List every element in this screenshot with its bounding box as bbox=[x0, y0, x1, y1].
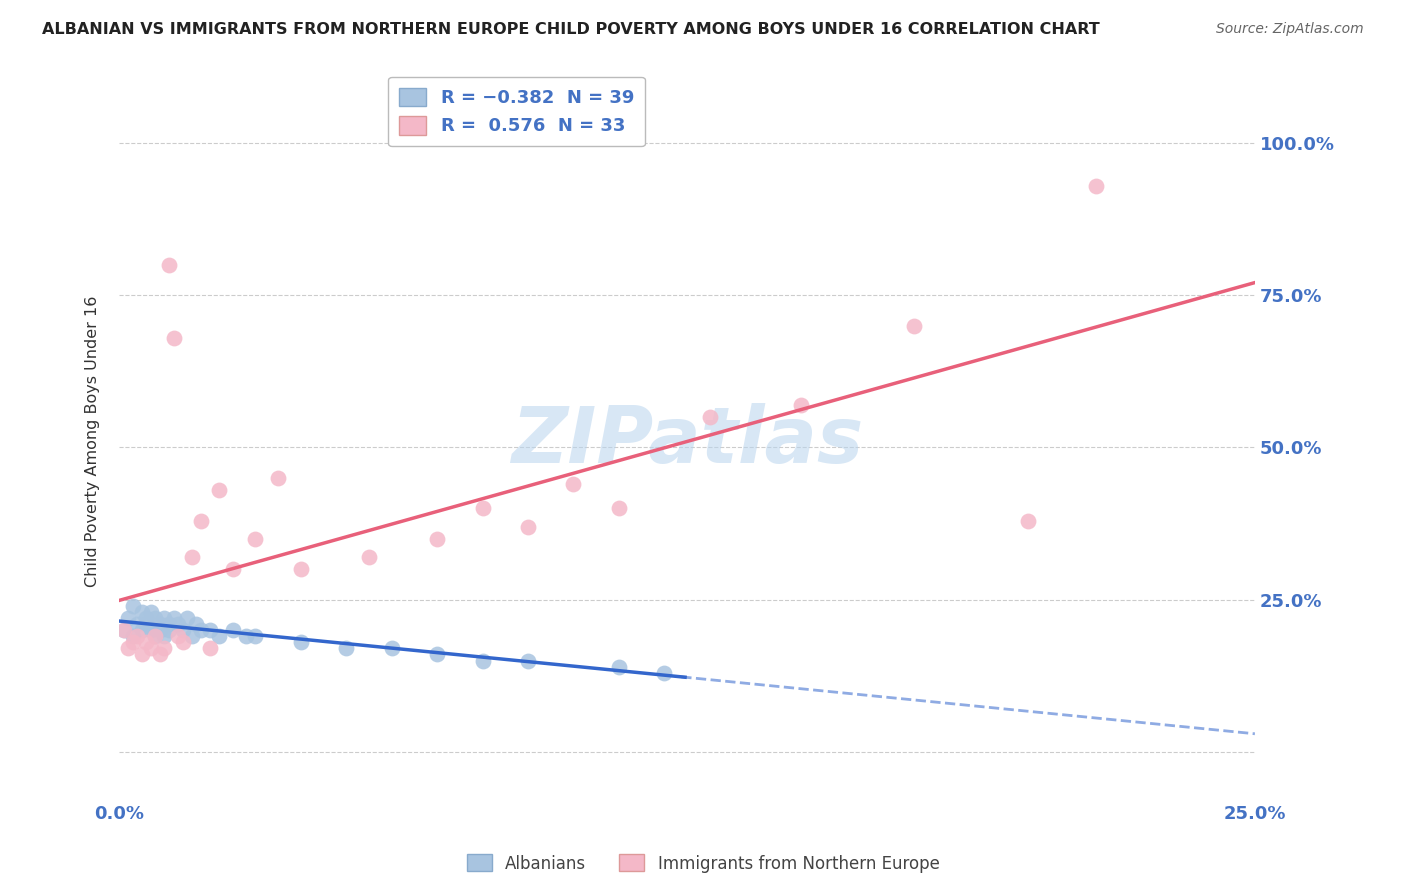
Point bbox=[652, 665, 675, 680]
Point bbox=[471, 501, 494, 516]
Point bbox=[162, 331, 184, 345]
Point bbox=[131, 648, 153, 662]
Point bbox=[208, 629, 231, 643]
Legend: Albanians, Immigrants from Northern Europe: Albanians, Immigrants from Northern Euro… bbox=[460, 847, 946, 880]
Point bbox=[145, 611, 167, 625]
Point bbox=[245, 532, 267, 546]
Point bbox=[149, 648, 172, 662]
Point bbox=[381, 641, 404, 656]
Point bbox=[221, 623, 243, 637]
Point bbox=[145, 629, 167, 643]
Point bbox=[121, 599, 143, 613]
Point bbox=[335, 641, 357, 656]
Point bbox=[135, 611, 157, 625]
Point bbox=[180, 629, 202, 643]
Point bbox=[245, 629, 267, 643]
Point bbox=[117, 641, 139, 656]
Point bbox=[198, 623, 221, 637]
Point bbox=[153, 641, 176, 656]
Point bbox=[180, 550, 202, 565]
Point bbox=[290, 562, 312, 576]
Point bbox=[139, 641, 162, 656]
Point bbox=[127, 629, 149, 643]
Point bbox=[190, 514, 212, 528]
Point bbox=[139, 623, 162, 637]
Point bbox=[699, 410, 721, 425]
Point bbox=[172, 623, 194, 637]
Point bbox=[112, 623, 135, 637]
Point bbox=[562, 477, 585, 491]
Point bbox=[208, 483, 231, 497]
Point bbox=[112, 623, 135, 637]
Point bbox=[198, 641, 221, 656]
Point bbox=[153, 629, 176, 643]
Point bbox=[145, 629, 167, 643]
Point bbox=[157, 623, 180, 637]
Point bbox=[153, 611, 176, 625]
Point bbox=[903, 318, 925, 333]
Point bbox=[517, 519, 540, 533]
Point bbox=[190, 623, 212, 637]
Point bbox=[172, 635, 194, 649]
Point bbox=[157, 617, 180, 632]
Point bbox=[607, 501, 630, 516]
Point bbox=[149, 623, 172, 637]
Legend: R = −0.382  N = 39, R =  0.576  N = 33: R = −0.382 N = 39, R = 0.576 N = 33 bbox=[388, 77, 645, 146]
Text: ZIPatlas: ZIPatlas bbox=[510, 403, 863, 479]
Point bbox=[131, 605, 153, 619]
Point bbox=[235, 629, 257, 643]
Point bbox=[149, 617, 172, 632]
Point bbox=[131, 623, 153, 637]
Point bbox=[135, 617, 157, 632]
Point bbox=[162, 611, 184, 625]
Point bbox=[157, 258, 180, 272]
Point bbox=[167, 617, 190, 632]
Point bbox=[607, 659, 630, 673]
Point bbox=[135, 635, 157, 649]
Point bbox=[121, 635, 143, 649]
Point bbox=[426, 648, 449, 662]
Point bbox=[127, 617, 149, 632]
Point bbox=[471, 654, 494, 668]
Point bbox=[176, 611, 198, 625]
Point bbox=[1017, 514, 1039, 528]
Text: ALBANIAN VS IMMIGRANTS FROM NORTHERN EUROPE CHILD POVERTY AMONG BOYS UNDER 16 CO: ALBANIAN VS IMMIGRANTS FROM NORTHERN EUR… bbox=[42, 22, 1099, 37]
Point bbox=[267, 471, 290, 485]
Point bbox=[517, 654, 540, 668]
Point bbox=[139, 605, 162, 619]
Point bbox=[186, 617, 208, 632]
Point bbox=[290, 635, 312, 649]
Point bbox=[117, 611, 139, 625]
Point bbox=[221, 562, 243, 576]
Point bbox=[426, 532, 449, 546]
Point bbox=[357, 550, 380, 565]
Text: Source: ZipAtlas.com: Source: ZipAtlas.com bbox=[1216, 22, 1364, 37]
Y-axis label: Child Poverty Among Boys Under 16: Child Poverty Among Boys Under 16 bbox=[86, 295, 100, 587]
Point bbox=[789, 398, 811, 412]
Point bbox=[121, 629, 143, 643]
Point bbox=[167, 629, 190, 643]
Point bbox=[1084, 178, 1107, 193]
